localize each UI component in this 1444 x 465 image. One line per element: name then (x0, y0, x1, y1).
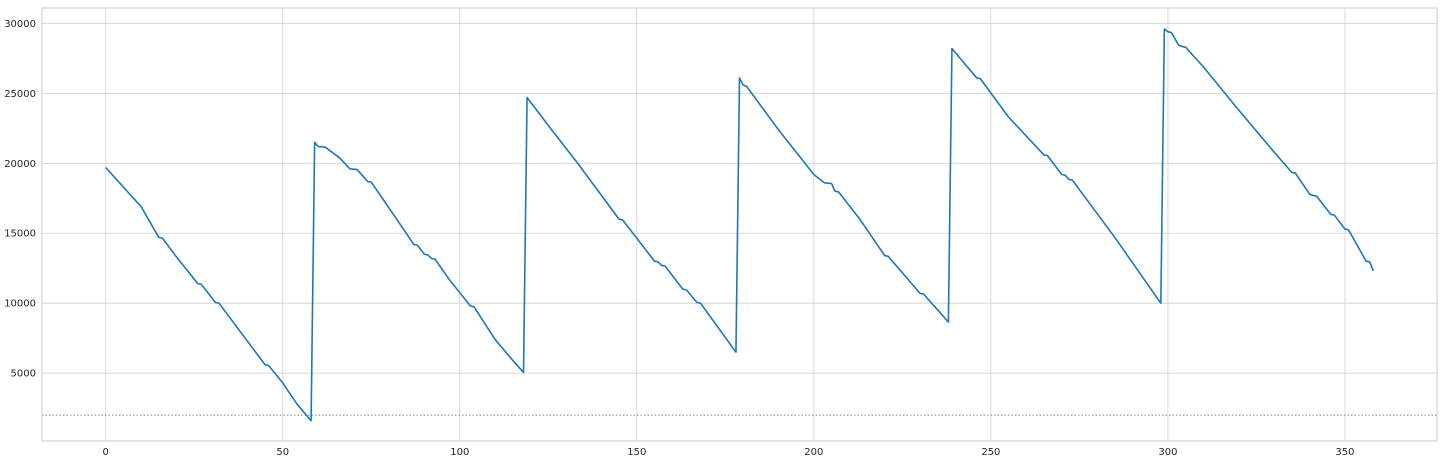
y-tick-labels: 5000 10000 15000 20000 25000 30000 (4, 19, 36, 380)
x-tick-label: 50 (276, 447, 289, 458)
plot-frame (41, 7, 1438, 442)
x-gridlines (105, 8, 1346, 441)
y-tick-label: 25000 (4, 89, 36, 100)
x-tick-label: 250 (981, 447, 1000, 458)
x-tick-label: 0 (103, 447, 109, 458)
x-tick-label: 100 (450, 447, 469, 458)
plot-area (42, 8, 1437, 441)
y-tick-label: 5000 (11, 369, 36, 380)
x-tick-label: 200 (804, 447, 823, 458)
y-tick-label: 30000 (4, 19, 36, 30)
x-tick-label: 150 (627, 447, 646, 458)
y-tick-label: 10000 (4, 299, 36, 310)
x-tick-label: 350 (1335, 447, 1354, 458)
x-tick-label: 300 (1158, 447, 1177, 458)
x-tick-labels: 0 50 100 150 200 250 300 350 (103, 447, 1355, 458)
y-tick-label: 20000 (4, 159, 36, 170)
series-line (105, 28, 1375, 422)
y-tick-label: 15000 (4, 229, 36, 240)
